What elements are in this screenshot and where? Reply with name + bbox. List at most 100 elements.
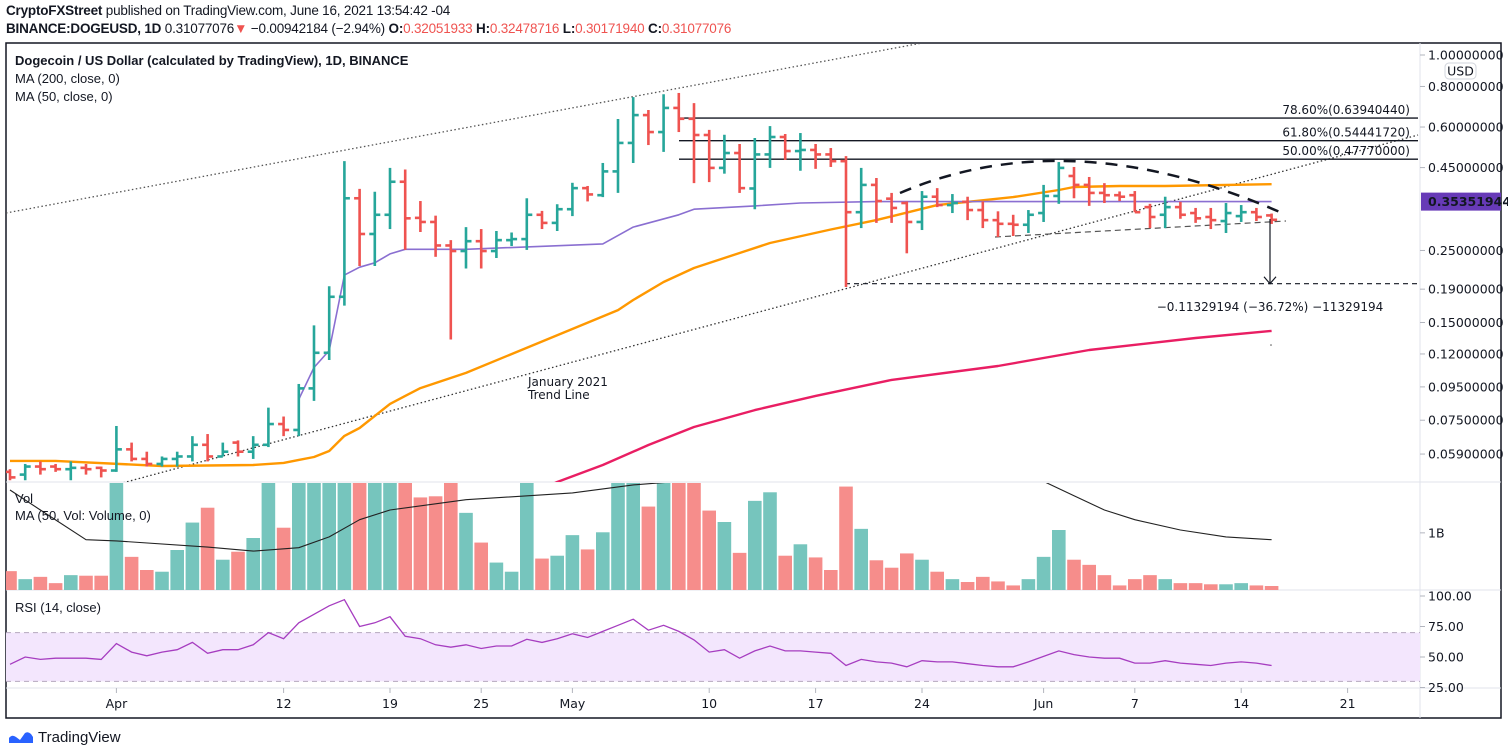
time-axis[interactable]: Apr 12 19 25 May 10 17 24 Jun 7 14 21 bbox=[106, 688, 1356, 711]
ohlc-bar bbox=[1068, 166, 1080, 199]
ohlc-bar bbox=[1235, 205, 1247, 222]
currency-badge[interactable] bbox=[1444, 62, 1477, 80]
fibonacci-retracement[interactable]: 78.60%(0.63940440) 61.80%(0.54441720) 50.0… bbox=[679, 103, 1418, 160]
volume-bar bbox=[839, 486, 853, 590]
ohlc-bar bbox=[1007, 214, 1019, 237]
volume-bar bbox=[474, 542, 488, 590]
volume-bar bbox=[808, 557, 823, 590]
volume-bar bbox=[1264, 586, 1279, 590]
volume-bar bbox=[1173, 583, 1188, 590]
ohlc-bar bbox=[80, 463, 92, 475]
volume-bar bbox=[732, 552, 747, 590]
volume-legend[interactable]: Vol bbox=[15, 491, 33, 506]
volume-bar bbox=[535, 558, 549, 590]
volume-bar bbox=[976, 576, 990, 590]
ohlc-bar bbox=[962, 196, 974, 221]
ohlc-bar bbox=[19, 463, 31, 481]
open-value: 0.32051933 bbox=[403, 21, 473, 36]
volume-bar bbox=[1006, 585, 1020, 590]
ohlc-bar bbox=[202, 434, 214, 462]
ohlc-bar bbox=[171, 451, 183, 467]
time-tick-label: 24 bbox=[914, 696, 930, 711]
close-label: C: bbox=[648, 21, 662, 36]
volume-bar bbox=[1112, 585, 1127, 590]
ohlc-bar bbox=[810, 143, 822, 169]
ohlc-bar bbox=[1114, 191, 1126, 202]
publisher-name[interactable]: CryptoFXStreet bbox=[6, 3, 103, 18]
ohlc-bar bbox=[901, 201, 913, 254]
volume-bar bbox=[48, 583, 63, 590]
ohlc-bar bbox=[566, 182, 578, 217]
volume-bar bbox=[672, 483, 686, 590]
volume-bar bbox=[960, 582, 975, 590]
volume-bar bbox=[231, 551, 245, 590]
price-pane[interactable]: 78.60%(0.63940440) 61.80%(0.54441720) 50.0… bbox=[5, 10, 1419, 495]
ohlc-bar bbox=[1144, 203, 1156, 229]
tradingview-logo[interactable]: TradingView bbox=[8, 729, 121, 746]
ohlc-bar bbox=[460, 227, 472, 269]
ohlc-bar bbox=[156, 456, 168, 467]
measure-label: −0.11329194 (−36.72%) −11329194 bbox=[1157, 300, 1384, 314]
volume-bar bbox=[1082, 564, 1096, 590]
ohlc-bar bbox=[506, 232, 518, 247]
ohlc-bar bbox=[308, 325, 320, 401]
price-tick-label: 0.07500000 bbox=[1428, 413, 1504, 428]
arrow-head-icon bbox=[1263, 276, 1277, 285]
ohlc-bar bbox=[703, 129, 715, 183]
purple-ma-line bbox=[298, 200, 1272, 400]
rsi-tick-label: 50.00 bbox=[1428, 650, 1464, 665]
time-tick-label: Jun bbox=[1033, 696, 1054, 711]
time-tick-label: 25 bbox=[473, 696, 489, 711]
ohlc-bar bbox=[1220, 203, 1232, 233]
rounding-top-arc[interactable] bbox=[899, 159, 1283, 215]
volume-bar bbox=[717, 522, 732, 590]
volume-bar bbox=[1036, 556, 1051, 590]
volume-bar bbox=[155, 571, 169, 590]
low-value: 0.30171940 bbox=[575, 21, 645, 36]
january-trend-line[interactable] bbox=[100, 134, 1419, 489]
ohlc-bar bbox=[1038, 184, 1050, 222]
ohlc-bar bbox=[946, 194, 958, 214]
ma200-legend[interactable]: MA (200, close, 0) bbox=[15, 71, 120, 86]
volume-bar bbox=[1234, 583, 1248, 590]
ohlc-bar bbox=[399, 169, 411, 250]
rsi-tick-label: 100.00 bbox=[1428, 589, 1472, 604]
volume-bar bbox=[109, 483, 124, 590]
price-change: −0.00942184 (−2.94%) bbox=[250, 21, 385, 36]
neckline[interactable] bbox=[994, 220, 1287, 238]
upper-channel-line[interactable] bbox=[6, 10, 1100, 214]
fib-level-label: 78.60%(0.63940440) bbox=[1282, 103, 1410, 117]
symbol-legend-title[interactable]: Dogecoin / US Dollar (calculated by Trad… bbox=[15, 53, 409, 68]
ohlc-bar bbox=[430, 215, 442, 257]
chart-frame bbox=[5, 42, 1502, 719]
ohlc-bar bbox=[1098, 183, 1110, 204]
fib-level-label: 50.00%(0.47770000) bbox=[1282, 144, 1410, 158]
ohlc-bar bbox=[247, 436, 259, 459]
ma50-legend[interactable]: MA (50, close, 0) bbox=[15, 89, 113, 104]
price-axis[interactable]: 1.00000000 0.80000000 0.60000000 0.45000000… bbox=[1420, 48, 1504, 696]
price-tick-label: 0.60000000 bbox=[1428, 120, 1504, 135]
volume-bar bbox=[352, 483, 367, 590]
ohlc-bar bbox=[688, 103, 700, 184]
volume-bar bbox=[565, 535, 580, 590]
ohlc-bar bbox=[749, 138, 761, 210]
currency-label: USD bbox=[1447, 64, 1474, 79]
rsi-legend[interactable]: RSI (14, close) bbox=[15, 600, 101, 615]
volume-bar bbox=[687, 483, 701, 590]
volume-bar bbox=[854, 528, 868, 590]
volume-bar bbox=[945, 579, 960, 590]
ohlc-bar bbox=[65, 461, 77, 481]
volume-bar bbox=[444, 483, 458, 590]
volume-tick-label: 1B bbox=[1428, 525, 1445, 540]
ohlc-bar bbox=[1250, 207, 1262, 222]
ohlc-bar bbox=[1266, 213, 1278, 224]
volume-ma-legend[interactable]: MA (50, Vol: Volume, 0) bbox=[15, 508, 151, 523]
ohlc-bar bbox=[673, 92, 685, 133]
volume-bar bbox=[428, 496, 443, 590]
volume-bar bbox=[1067, 559, 1081, 590]
volume-bar bbox=[140, 570, 154, 590]
price-tick-label: 0.25000000 bbox=[1428, 243, 1504, 258]
ohlc-bar bbox=[794, 133, 806, 171]
low-label: L: bbox=[562, 21, 576, 36]
